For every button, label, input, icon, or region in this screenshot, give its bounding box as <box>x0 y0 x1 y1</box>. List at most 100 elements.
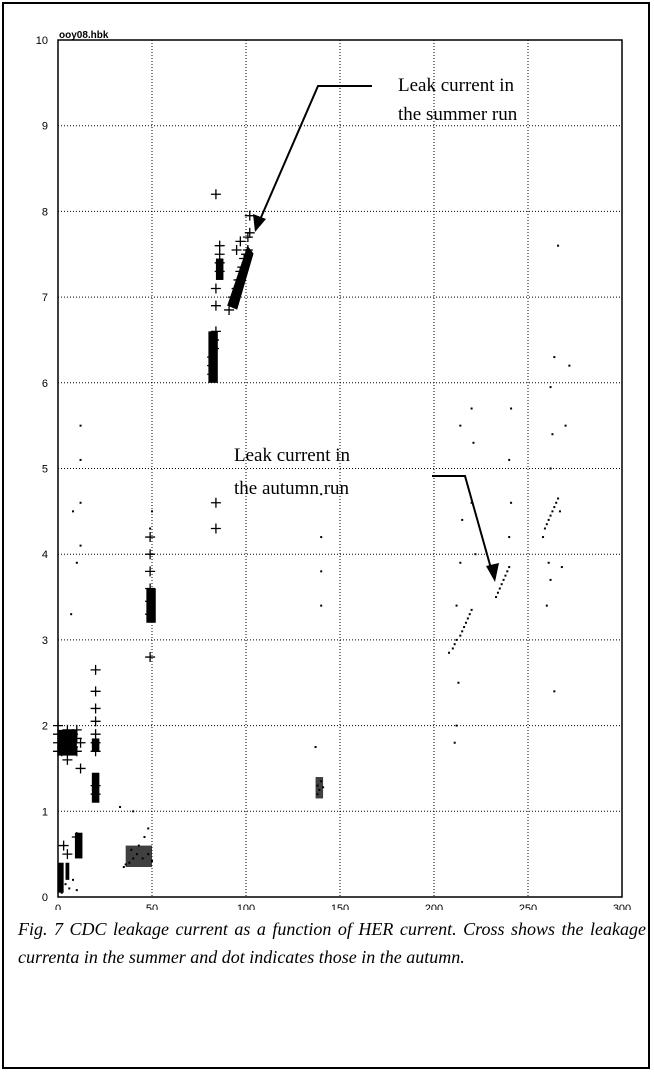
cross-point <box>71 724 82 735</box>
annotation-summer-line1: Leak current in <box>398 75 515 96</box>
dot-point <box>558 510 561 513</box>
dot-point <box>451 647 454 650</box>
dot-point <box>474 553 477 556</box>
dot-point <box>151 510 153 513</box>
cross-point <box>227 292 238 303</box>
cross-point <box>90 716 101 727</box>
dot-point <box>461 518 464 521</box>
cross-point <box>145 652 156 663</box>
cross-point <box>214 266 225 277</box>
dot-point <box>79 544 82 547</box>
cross-point <box>53 729 63 740</box>
dot-point <box>510 407 513 410</box>
dot-point <box>453 643 456 646</box>
annotation-autumn-line1: Leak current in <box>234 445 351 466</box>
dot-point <box>147 827 150 830</box>
dot-point <box>453 741 456 744</box>
data-cluster <box>227 245 254 310</box>
cross-point <box>207 369 218 380</box>
y-tick-label: 8 <box>42 206 48 218</box>
dot-point <box>314 746 317 749</box>
dot-point <box>470 407 473 410</box>
data-points <box>53 189 571 894</box>
y-tick-label: 5 <box>42 464 48 476</box>
cross-point <box>145 583 156 594</box>
dot-point <box>149 527 152 530</box>
dot-point <box>320 536 323 539</box>
cross-point <box>90 737 101 748</box>
dot-point <box>316 784 319 787</box>
cross-point <box>239 253 250 264</box>
dot-point <box>143 836 146 839</box>
x-axis-ticks: 0 50 100 150 200 250 300 <box>55 903 631 910</box>
cross-point <box>71 746 82 757</box>
cross-point <box>207 352 218 363</box>
dot-point <box>135 853 138 856</box>
y-tick-label: 0 <box>42 892 48 904</box>
annotation-autumn-arrow <box>432 475 493 573</box>
cross-point <box>209 334 220 345</box>
dot-point <box>508 566 511 569</box>
y-tick-label: 10 <box>36 35 48 47</box>
cross-point <box>90 729 101 740</box>
dot-point <box>320 493 323 496</box>
dot-point <box>463 626 466 629</box>
annotation-autumn-line2: the autumn run <box>234 478 350 499</box>
cross-cluster <box>65 862 70 880</box>
grid-lines <box>58 40 622 897</box>
dot-cluster <box>125 845 152 868</box>
dot-point <box>459 561 462 564</box>
x-tick-label: 150 <box>331 903 349 910</box>
annotation-summer-arrow <box>258 85 372 223</box>
cross-point <box>56 746 67 757</box>
cross-point <box>90 703 101 714</box>
annotation-summer-line2: the summer run <box>398 104 518 125</box>
dot-point <box>549 578 552 581</box>
y-axis-ticks: 0 1 2 3 4 5 6 7 8 9 10 <box>36 35 48 904</box>
dot-point <box>545 523 548 526</box>
cross-point <box>62 724 73 735</box>
dot-point <box>72 878 75 881</box>
dot-point <box>547 561 550 564</box>
dot-point <box>320 570 323 573</box>
dot-point <box>553 690 556 693</box>
dot-point <box>549 514 552 517</box>
dot-point <box>506 570 509 573</box>
annotation-autumn-arrowhead <box>486 563 499 582</box>
dot-point <box>132 857 135 860</box>
y-tick-label: 9 <box>42 121 48 133</box>
cross-point <box>244 227 255 238</box>
cross-point <box>235 266 246 277</box>
cross-point <box>62 849 73 860</box>
dot-point <box>496 591 499 594</box>
cross-point <box>145 609 156 620</box>
dot-point <box>545 604 548 607</box>
dot-point <box>455 638 458 641</box>
cross-point <box>231 283 242 294</box>
dot-point <box>557 497 560 500</box>
dot-point <box>119 806 122 809</box>
dot-point <box>130 848 133 851</box>
cross-point <box>75 737 86 748</box>
dot-point <box>551 510 554 513</box>
dot-point <box>472 441 475 444</box>
dot-point <box>557 244 560 247</box>
dot-point <box>132 810 135 813</box>
dot-point <box>322 786 325 789</box>
cross-cluster <box>58 862 64 893</box>
cross-cluster <box>74 832 83 859</box>
y-tick-label: 7 <box>42 292 48 304</box>
dot-point <box>466 617 469 620</box>
cross-point <box>235 236 246 247</box>
dot-point <box>137 844 140 847</box>
dot-point <box>553 506 556 509</box>
cross-point <box>210 523 221 534</box>
y-tick-label: 1 <box>42 806 48 818</box>
cross-point <box>214 257 225 268</box>
y-tick-label: 6 <box>42 378 48 390</box>
cross-point <box>214 249 225 260</box>
dot-cluster <box>315 777 324 799</box>
cross-point <box>210 300 221 311</box>
cross-point <box>145 596 156 607</box>
dot-point <box>468 613 471 616</box>
